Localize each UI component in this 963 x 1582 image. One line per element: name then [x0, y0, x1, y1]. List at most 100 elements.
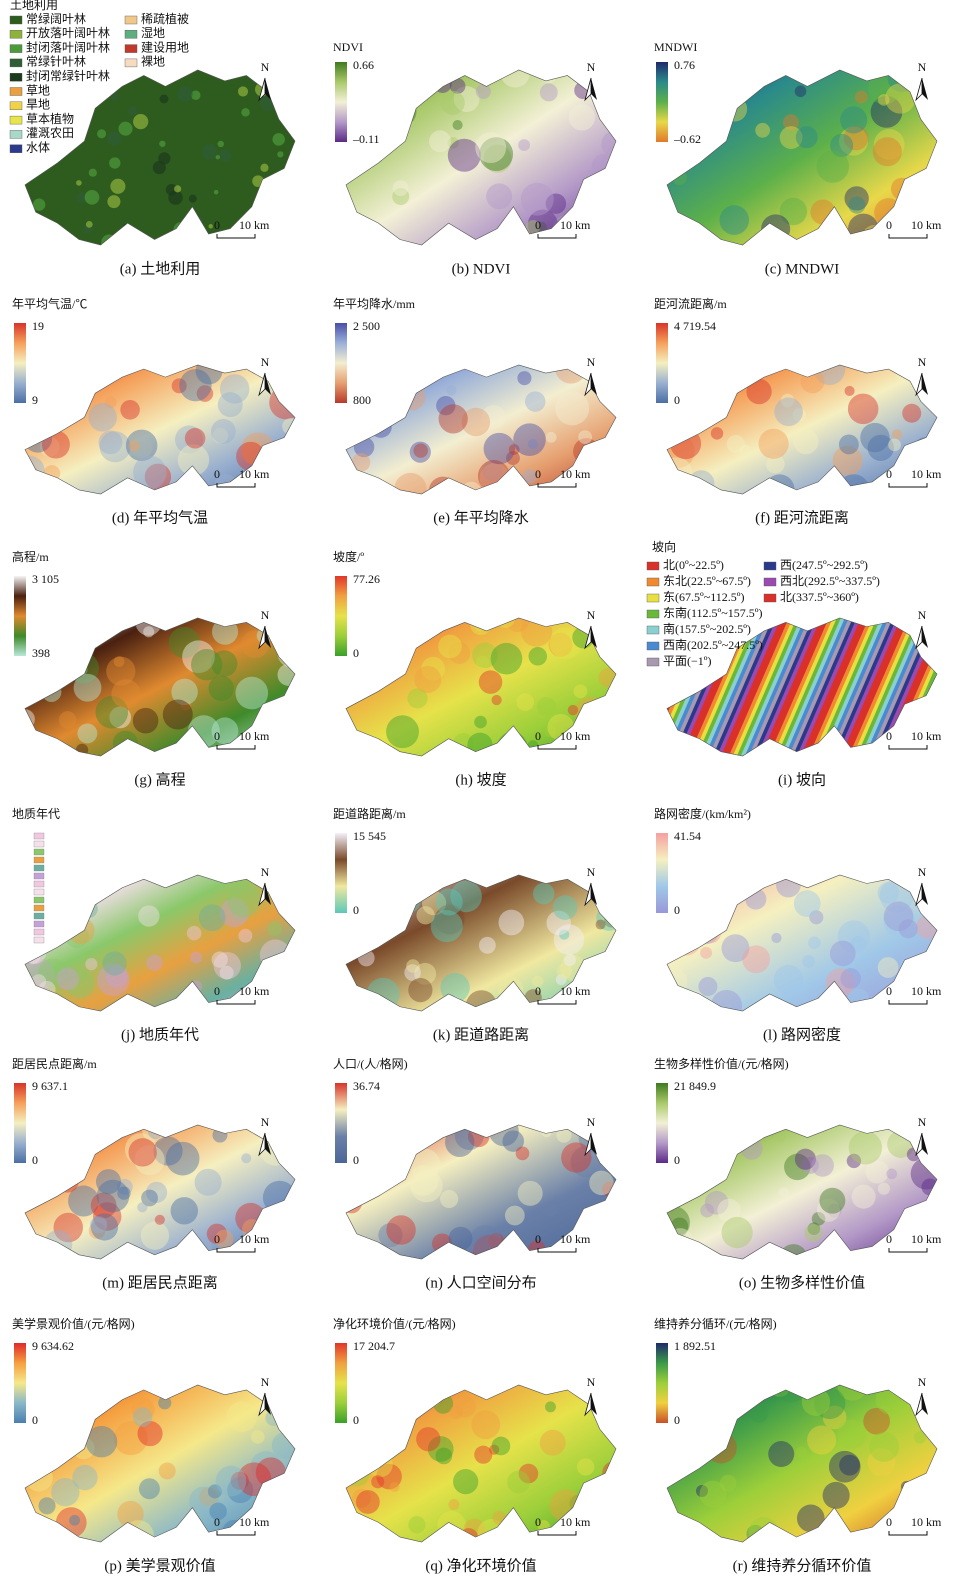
legend-min: 0	[353, 1413, 359, 1427]
scale-zero: 0	[214, 218, 220, 232]
caption: (g) 高程	[134, 771, 185, 788]
map-patch	[553, 924, 585, 955]
north-label: N	[918, 865, 927, 879]
map-patch	[774, 1130, 786, 1142]
map-patch	[138, 905, 160, 927]
map-patch	[507, 1470, 530, 1494]
map-patch	[146, 954, 163, 972]
map-patch	[877, 882, 900, 904]
map-patch	[573, 684, 588, 699]
legend-label: 封闭落叶阔叶林	[26, 40, 110, 54]
map-patch	[50, 926, 63, 939]
scale-unit: 10 km	[911, 984, 942, 998]
scale-zero: 0	[214, 1515, 220, 1529]
map-patch	[88, 168, 97, 177]
map-patch	[873, 128, 905, 160]
north-arrow	[591, 1393, 597, 1415]
map-patch	[486, 183, 513, 210]
legend-swatch	[33, 864, 45, 872]
map-patch	[491, 1436, 511, 1456]
map-patch	[275, 367, 290, 382]
map-patch	[545, 431, 557, 443]
map-patch	[438, 634, 462, 659]
map-patch	[267, 921, 283, 936]
scale-unit: 10 km	[911, 1232, 942, 1246]
map-patch	[226, 1401, 258, 1433]
caption: (o) 生物多样性价值	[739, 1274, 865, 1291]
map-patch	[513, 423, 546, 456]
legend-swatch	[9, 15, 23, 25]
scale-unit: 10 km	[560, 218, 591, 232]
legend-bar	[656, 1083, 668, 1163]
map-patch	[25, 1520, 35, 1537]
map-patch	[386, 715, 419, 749]
north-label: N	[261, 1115, 270, 1129]
scale-bar	[537, 234, 577, 239]
caption: (h) 坡度	[455, 771, 506, 788]
map-patch	[875, 1385, 906, 1415]
map-patch	[394, 472, 427, 494]
map-patch	[407, 1165, 439, 1196]
map-patch	[461, 407, 491, 437]
map-patch	[387, 97, 417, 127]
map-patch	[755, 122, 771, 138]
map-stripe	[857, 618, 921, 756]
legend-label: 北(0º~22.5º)	[663, 558, 724, 572]
map-patch	[595, 919, 606, 930]
map-patch	[745, 888, 767, 910]
map-patch	[675, 71, 688, 84]
map-patch	[133, 113, 149, 130]
map-patch	[446, 385, 457, 396]
map-patch	[559, 929, 570, 940]
map-stripe	[729, 618, 793, 756]
map-patch	[355, 1490, 380, 1514]
scale-unit: 10 km	[911, 729, 942, 743]
scale-zero: 0	[886, 467, 892, 481]
map-patch	[719, 1474, 737, 1492]
map-patch	[425, 1385, 438, 1397]
legend-max: 9 637.1	[32, 1079, 68, 1093]
map-patch	[175, 425, 204, 454]
north-label: N	[587, 355, 596, 369]
north-arrow	[584, 1392, 592, 1417]
map-patch	[779, 126, 803, 150]
map-patch	[140, 1221, 170, 1250]
map-patch	[355, 365, 384, 393]
map-patch	[188, 194, 197, 203]
map-patch	[440, 972, 470, 1003]
map-patch	[269, 385, 295, 420]
map-patch	[717, 1198, 741, 1223]
map-stripe	[773, 618, 837, 756]
map-patch	[870, 96, 903, 128]
scale-unit: 10 km	[911, 467, 942, 481]
map-stripe	[737, 618, 801, 756]
map-patch	[32, 198, 46, 211]
map-patch	[893, 204, 909, 220]
map-outline	[24, 69, 296, 246]
legend-title: 地质年代	[12, 807, 60, 821]
map-patch	[173, 479, 191, 494]
map-patch	[143, 626, 155, 638]
map-patch	[527, 438, 538, 450]
map-patch	[409, 441, 431, 463]
map-patch	[73, 673, 102, 702]
map	[25, 875, 295, 1011]
map-patch	[671, 169, 687, 186]
map-patch	[416, 877, 434, 895]
map-patch	[520, 182, 554, 216]
north-arrow	[584, 372, 592, 397]
map-patch	[749, 1404, 769, 1423]
map-patch	[556, 1127, 572, 1143]
legend-bar	[14, 1343, 26, 1423]
map-patch	[502, 1130, 525, 1152]
scale-zero: 0	[214, 984, 220, 998]
map-patch	[829, 940, 856, 967]
map-patch	[375, 395, 403, 423]
caption: (n) 人口空间分布	[425, 1274, 536, 1291]
map-patch	[109, 706, 132, 729]
map-patch	[746, 378, 772, 405]
map-patch	[532, 882, 555, 905]
map-patch	[90, 1192, 117, 1219]
map-patch	[525, 391, 546, 412]
map-patch	[779, 1244, 808, 1259]
